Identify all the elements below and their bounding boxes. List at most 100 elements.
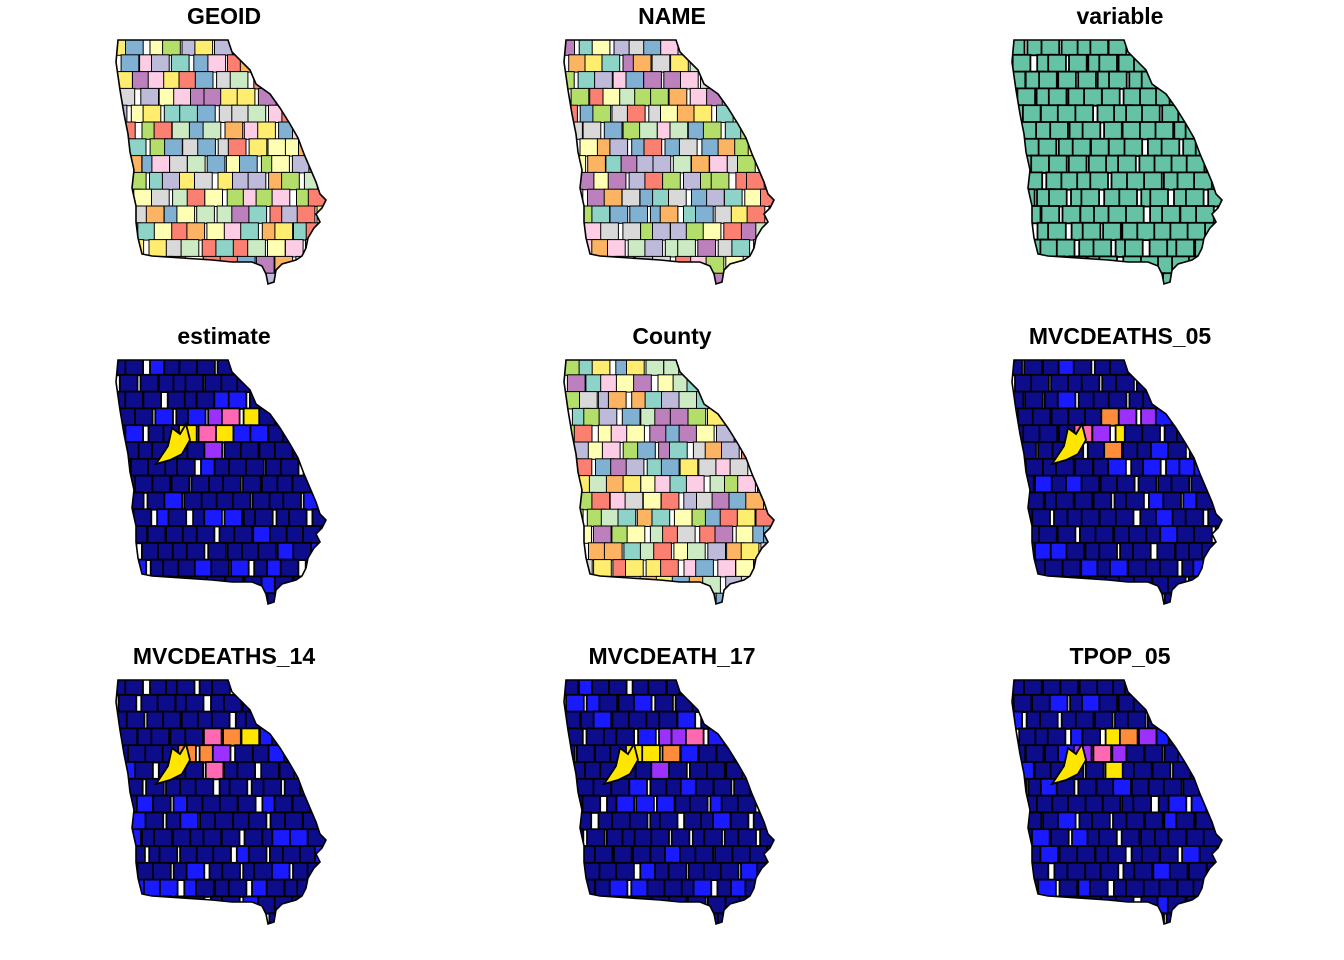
- county-polygon: [170, 54, 190, 73]
- county-polygon: [761, 441, 774, 460]
- county-polygon: [605, 475, 625, 494]
- county-polygon: [327, 122, 345, 139]
- county-polygon: [567, 761, 588, 781]
- county-polygon: [180, 239, 200, 258]
- county-polygon: [116, 255, 135, 275]
- county-polygon: [271, 155, 290, 174]
- county-polygon: [310, 441, 326, 461]
- county-polygon: [236, 761, 257, 781]
- panel-title: TPOP_05: [1069, 643, 1171, 669]
- county-polygon: [271, 188, 291, 207]
- county-polygon: [729, 458, 749, 477]
- county-polygon: [154, 255, 174, 275]
- county-polygon: [184, 693, 205, 713]
- county-polygon: [328, 728, 346, 745]
- county-polygon: [136, 575, 156, 595]
- county-polygon: [164, 138, 183, 157]
- county-polygon: [170, 474, 191, 494]
- county-polygon: [1039, 845, 1060, 865]
- county-polygon: [627, 239, 647, 258]
- county-polygon: [153, 828, 173, 848]
- county-polygon: [151, 474, 172, 494]
- county-polygon: [1038, 70, 1058, 90]
- county-polygon: [1080, 188, 1101, 208]
- county-polygon: [633, 693, 653, 713]
- panel-mvcdeaths-14: MVCDEATHS_14: [0, 640, 448, 960]
- county-polygon: [607, 171, 627, 191]
- county-polygon: [324, 541, 326, 562]
- county-polygon: [1207, 121, 1222, 141]
- county-polygon: [1137, 727, 1158, 747]
- state-outline: [563, 679, 775, 926]
- county-polygon: [224, 121, 244, 140]
- county-polygon: [1199, 70, 1220, 90]
- county-polygon: [763, 777, 774, 798]
- county-polygon: [1047, 221, 1067, 242]
- county-polygon: [248, 205, 268, 224]
- county-polygon: [1219, 575, 1222, 595]
- county-polygon: [755, 575, 774, 595]
- county-polygon: [1018, 727, 1038, 747]
- county-polygon: [245, 457, 265, 478]
- county-polygon: [1176, 525, 1196, 545]
- county-polygon: [1014, 373, 1034, 393]
- county-polygon: [717, 559, 737, 578]
- county-polygon: [1185, 828, 1206, 848]
- county-polygon: [1218, 761, 1222, 781]
- county-polygon: [706, 761, 726, 781]
- county-polygon: [694, 845, 714, 865]
- county-polygon: [202, 828, 223, 848]
- county-polygon: [1043, 912, 1064, 924]
- county-polygon: [253, 861, 273, 882]
- county-polygon: [1084, 407, 1104, 427]
- county-polygon: [707, 407, 726, 427]
- county-polygon: [252, 525, 272, 545]
- county-polygon: [216, 592, 237, 604]
- county-polygon: [1037, 592, 1057, 604]
- county-polygon: [1101, 794, 1122, 814]
- county-polygon: [577, 272, 596, 284]
- county-polygon: [628, 777, 648, 798]
- county-polygon: [1048, 154, 1068, 174]
- county-polygon: [752, 458, 772, 477]
- county-polygon: [648, 272, 667, 284]
- county-polygon: [1227, 543, 1245, 560]
- county-polygon: [1131, 360, 1152, 377]
- county-polygon: [211, 710, 231, 730]
- georgia-map: [563, 359, 775, 606]
- county-polygon: [1189, 727, 1210, 747]
- county-polygon: [1034, 474, 1054, 494]
- county-polygon: [1142, 390, 1162, 410]
- county-polygon: [1103, 121, 1123, 141]
- county-polygon: [300, 912, 321, 924]
- county-polygon: [687, 407, 707, 427]
- county-polygon: [140, 541, 161, 562]
- county-polygon: [215, 491, 236, 511]
- county-polygon: [1054, 895, 1074, 915]
- county-polygon: [124, 777, 144, 798]
- county-polygon: [1040, 104, 1060, 124]
- county-polygon: [1055, 238, 1076, 258]
- county-polygon: [146, 491, 167, 511]
- county-polygon: [687, 895, 707, 915]
- county-polygon: [605, 255, 624, 275]
- county-polygon: [641, 912, 662, 924]
- county-polygon: [1203, 441, 1222, 461]
- county-polygon: [575, 777, 596, 798]
- county-polygon: [622, 222, 642, 241]
- county-polygon: [564, 458, 580, 477]
- county-polygon: [321, 912, 326, 924]
- county-polygon: [144, 744, 164, 764]
- county-polygon: [153, 121, 173, 140]
- county-polygon: [729, 811, 750, 831]
- county-polygon: [680, 71, 699, 90]
- county-polygon: [678, 424, 698, 443]
- county-polygon: [1023, 171, 1044, 191]
- county-polygon: [222, 474, 242, 494]
- county-polygon: [747, 138, 767, 157]
- county-polygon: [1143, 744, 1164, 764]
- county-polygon: [738, 895, 759, 915]
- county-polygon: [1123, 137, 1144, 158]
- georgia-map: [115, 679, 327, 926]
- county-polygon: [576, 592, 596, 604]
